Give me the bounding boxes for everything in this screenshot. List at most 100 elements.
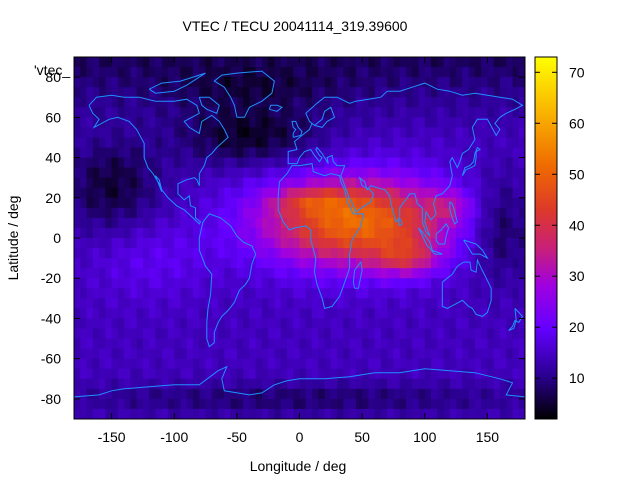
- heatmap-cell: [280, 358, 288, 370]
- heatmap-cell: [405, 147, 413, 159]
- heatmap-cell: [74, 338, 81, 350]
- heatmap-cell: [74, 77, 81, 88]
- heatmap-cell: [261, 238, 269, 249]
- heatmap-cell: [199, 288, 207, 299]
- heatmap-cell: [493, 217, 501, 229]
- heatmap-cell: [481, 298, 489, 309]
- heatmap-cell: [456, 117, 463, 128]
- heatmap-cell: [468, 87, 476, 98]
- heatmap-cell: [418, 318, 426, 330]
- heatmap-cell: [512, 268, 520, 279]
- heatmap-cell: [74, 57, 81, 68]
- heatmap-cell: [167, 238, 175, 249]
- heatmap-cell: [193, 77, 200, 88]
- heatmap-cell: [324, 388, 332, 400]
- heatmap-cell: [418, 97, 426, 108]
- heatmap-cell: [355, 238, 363, 249]
- heatmap-cell: [387, 308, 395, 320]
- heatmap-cell: [437, 268, 445, 279]
- heatmap-cell: [462, 207, 470, 219]
- heatmap-cell: [117, 378, 125, 390]
- heatmap-cell: [224, 378, 232, 390]
- heatmap-cell: [230, 67, 238, 78]
- heatmap-cell: [443, 358, 451, 370]
- heatmap-cell: [405, 298, 413, 309]
- heatmap-cell: [368, 97, 376, 108]
- heatmap-cell: [324, 167, 332, 179]
- heatmap-cell: [211, 328, 219, 340]
- heatmap-cell: [186, 338, 194, 350]
- heatmap-cell: [443, 177, 451, 189]
- heatmap-cell: [405, 107, 413, 118]
- heatmap-cell: [412, 207, 420, 219]
- heatmap-cell: [499, 238, 507, 249]
- heatmap-cell: [149, 398, 157, 410]
- heatmap-cell: [205, 318, 213, 330]
- heatmap-cell: [249, 197, 257, 209]
- heatmap-cell: [236, 408, 244, 419]
- heatmap-cell: [161, 67, 169, 78]
- heatmap-cell: [261, 177, 269, 189]
- heatmap-cell: [280, 258, 288, 269]
- heatmap-cell: [387, 127, 395, 139]
- heatmap-cell: [468, 268, 476, 279]
- heatmap-cell: [343, 107, 351, 118]
- heatmap-cell: [286, 328, 294, 340]
- heatmap-cell: [343, 258, 351, 269]
- heatmap-cell: [174, 77, 182, 88]
- heatmap-cell: [74, 187, 81, 199]
- heatmap-cell: [155, 207, 163, 219]
- heatmap-cell: [518, 87, 525, 98]
- heatmap-cell: [431, 187, 438, 199]
- heatmap-cell: [205, 278, 213, 289]
- heatmap-cell: [424, 177, 432, 189]
- heatmap-cell: [218, 368, 225, 380]
- heatmap-cell: [199, 298, 207, 309]
- heatmap-cell: [431, 308, 438, 320]
- heatmap-cell: [474, 97, 482, 108]
- heatmap-cell: [186, 358, 194, 370]
- heatmap-cell: [149, 97, 157, 108]
- heatmap-cell: [399, 378, 407, 390]
- heatmap-cell: [474, 388, 482, 400]
- heatmap-cell: [186, 368, 194, 380]
- heatmap-cell: [305, 147, 313, 159]
- heatmap-cell: [155, 358, 163, 370]
- heatmap-cell: [462, 248, 470, 259]
- heatmap-cell: [92, 388, 100, 400]
- heatmap-cell: [518, 107, 525, 118]
- heatmap-cell: [211, 147, 219, 159]
- heatmap-cell: [117, 157, 125, 169]
- heatmap-cell: [506, 298, 514, 309]
- heatmap-cell: [268, 77, 276, 88]
- heatmap-cell: [218, 378, 225, 390]
- heatmap-cell: [349, 328, 357, 340]
- heatmap-cell: [92, 187, 100, 199]
- heatmap-cell: [149, 318, 157, 330]
- heatmap-cell: [499, 147, 507, 159]
- heatmap-cell: [405, 57, 413, 68]
- heatmap-cell: [468, 408, 476, 419]
- heatmap-cell: [180, 358, 188, 370]
- heatmap-cell: [155, 318, 163, 330]
- heatmap-cell: [149, 137, 157, 149]
- heatmap-cell: [474, 378, 482, 390]
- heatmap-cell: [487, 268, 495, 279]
- heatmap-cell: [230, 177, 238, 189]
- heatmap-cell: [136, 358, 144, 370]
- heatmap-cell: [261, 278, 269, 289]
- heatmap-cell: [456, 187, 463, 199]
- heatmap-cell: [393, 87, 401, 98]
- heatmap-cell: [211, 278, 219, 289]
- heatmap-cell: [105, 87, 113, 98]
- heatmap-cell: [293, 77, 301, 88]
- heatmap-cell: [305, 97, 313, 108]
- heatmap-cell: [167, 278, 175, 289]
- heatmap-cell: [374, 298, 382, 309]
- heatmap-cell: [86, 318, 94, 330]
- heatmap-cell: [99, 167, 106, 179]
- heatmap-cell: [412, 87, 420, 98]
- heatmap-cell: [512, 398, 520, 410]
- heatmap-cell: [418, 217, 426, 229]
- heatmap-cell: [286, 248, 294, 259]
